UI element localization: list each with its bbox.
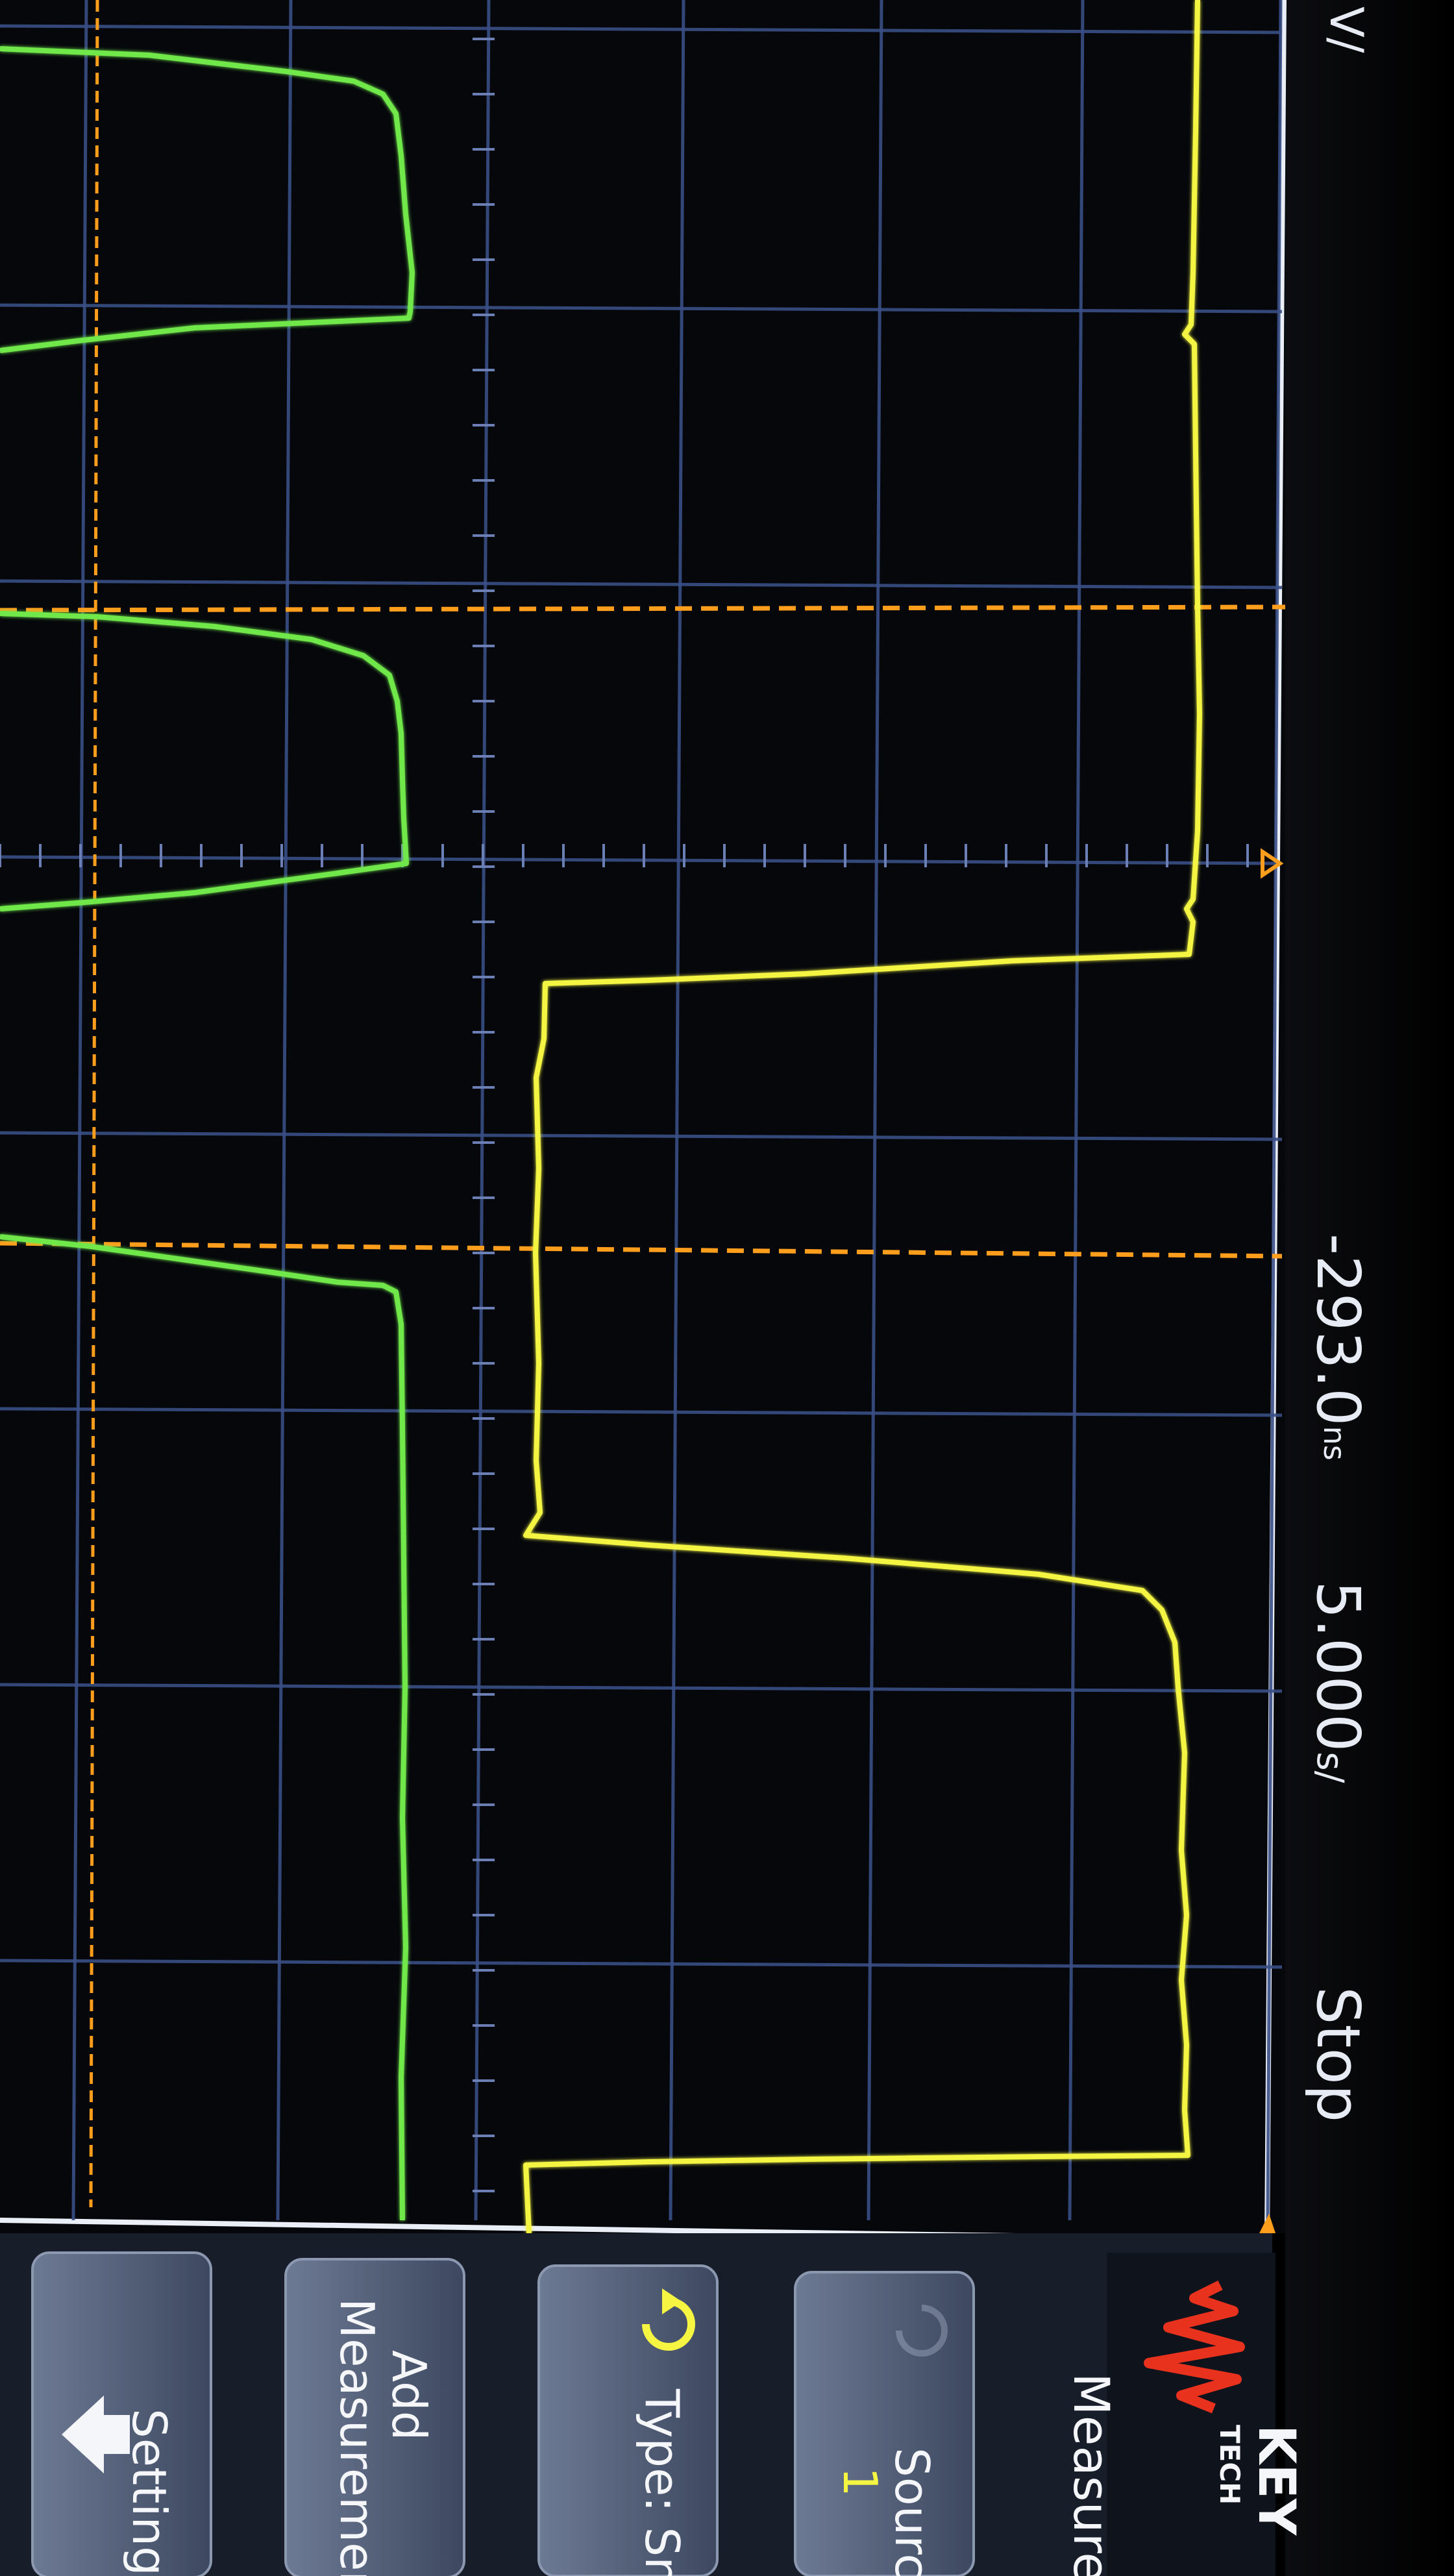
grid-line-horizontal <box>0 1959 1283 1969</box>
grid-line-vertical <box>867 0 883 2221</box>
grid-line-vertical <box>669 0 685 2221</box>
settings-button[interactable]: Settings <box>31 2251 212 2576</box>
run-state[interactable]: Stop <box>1303 1987 1373 2122</box>
menu-title: Measure <box>1063 2373 1120 2576</box>
status-fragment: V/ <box>1320 6 1373 53</box>
source-label: Source <box>885 2447 939 2576</box>
graticule <box>0 0 1283 2221</box>
grid-line-horizontal <box>0 1683 1283 1693</box>
channel-1-trace <box>523 0 1202 2234</box>
grid-line-vertical <box>1068 0 1085 2221</box>
brand-top: KEY <box>1247 2425 1305 2536</box>
grid-line-vertical <box>1266 0 1283 2221</box>
cursor-horizontal-1[interactable] <box>0 604 1286 613</box>
brand-bottom: TECH <box>1214 2425 1246 2505</box>
ch2-pulse-1 <box>0 46 415 353</box>
grid-line-horizontal <box>0 24 1283 34</box>
menu-header <box>1107 2253 1275 2576</box>
status-bar: V/ -293.0ns 5.000s/ Stop <box>1303 6 1373 2122</box>
grid-line-horizontal <box>0 855 1283 865</box>
grid-line-horizontal <box>0 579 1283 589</box>
timebase[interactable]: 5.000s/ <box>1303 1581 1373 1783</box>
source-refresh-icon <box>896 2305 948 2357</box>
waveform-display <box>0 0 1285 2233</box>
source-value: 1 <box>833 2467 887 2497</box>
bezel <box>1285 0 1454 2576</box>
arrow-up-icon <box>62 2396 130 2473</box>
grid-line-horizontal <box>0 303 1283 314</box>
ch2-edge-3 <box>0 1234 408 2221</box>
add-measurement-line: Measurement <box>330 2298 384 2576</box>
type-snapshot-label: Type: Snapshot <box>635 2388 689 2576</box>
cursors[interactable] <box>0 0 1286 2208</box>
brand: KEY TECH <box>1144 2280 1305 2536</box>
trigger-offset-value: -293.0 <box>1303 1233 1373 1426</box>
waveform-logo-icon <box>1144 2280 1245 2414</box>
add-measurement-line: Add <box>382 2350 436 2440</box>
trigger-offset: -293.0ns <box>1303 1233 1373 1461</box>
grid-line-vertical <box>71 0 88 2221</box>
channel-2-trace <box>0 46 415 2221</box>
cursor-horizontal-2[interactable] <box>0 1241 1283 1259</box>
trigger-marker-icon <box>1261 848 1284 879</box>
add-measurement-button[interactable]: Add Measurement <box>0 0 465 2576</box>
type-snapshot-button[interactable]: Type: Snapshot <box>537 2264 719 2576</box>
trigger-offset-unit: ns <box>1317 1426 1352 1461</box>
cursor-vertical[interactable] <box>89 0 99 2208</box>
add-measurement-label: Add Measurement <box>330 2298 436 2576</box>
grid-line-horizontal <box>0 1407 1283 1417</box>
refresh-icon <box>642 2288 695 2351</box>
source-button[interactable]: Source 1 <box>794 2271 975 2576</box>
timebase-value: 5.000 <box>1303 1581 1373 1752</box>
softkey-panel: Settings Add Measurement Type: Snapshot <box>0 0 1305 2576</box>
grid-line-vertical <box>276 0 293 2221</box>
grid-line-horizontal <box>0 1131 1283 1141</box>
ch2-pulse-2 <box>0 611 409 911</box>
settings-label: Settings <box>122 2409 177 2576</box>
ch1-waveform <box>523 0 1202 2234</box>
timebase-unit: s/ <box>1309 1752 1351 1783</box>
edge-marker-icon <box>1259 2214 1275 2233</box>
